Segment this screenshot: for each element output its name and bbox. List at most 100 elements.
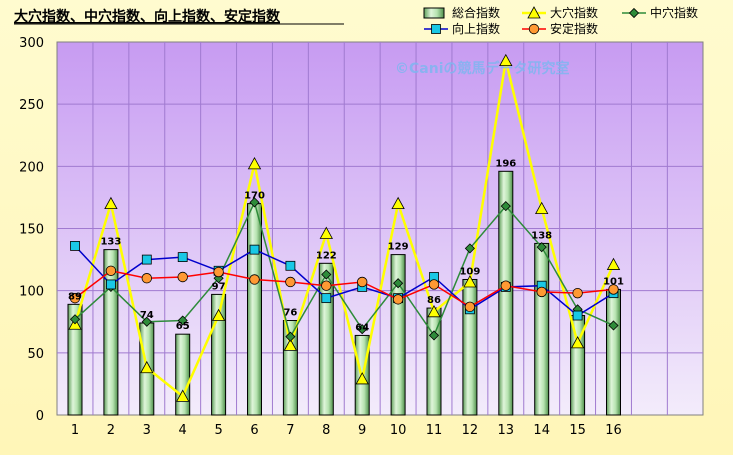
series-marker-diamond [536, 242, 547, 253]
y-tick-label: 150 [19, 223, 44, 238]
x-tick-label: 14 [533, 423, 550, 438]
series-marker-circle [177, 271, 188, 283]
series-marker-diamond [285, 331, 296, 342]
x-tick-label: 6 [250, 423, 258, 438]
series-marker-triangle [247, 157, 262, 170]
series-marker-diamond [69, 314, 81, 325]
series-marker-square [321, 293, 332, 304]
y-axis-ticks: 0 50 100 150 200 250 300 [19, 36, 44, 424]
series-marker-circle [608, 284, 619, 295]
x-tick-label: 11 [426, 423, 443, 438]
series-marker-circle [69, 292, 81, 304]
series-marker-circle [105, 265, 117, 276]
bar-data-label: 170 [244, 191, 265, 202]
series-marker-circle [528, 23, 540, 35]
bar [175, 333, 191, 416]
y-tick-label: 200 [19, 160, 44, 175]
series-marker-circle [392, 294, 404, 305]
series-marker-circle [285, 276, 296, 288]
y-tick-label: 250 [19, 98, 44, 113]
series-marker-triangle [319, 226, 333, 239]
series-marker-triangle [391, 196, 405, 210]
x-tick-label: 3 [143, 423, 151, 438]
x-tick-label: 7 [286, 423, 294, 438]
series-marker-triangle [140, 360, 154, 374]
legend-item: 安定指数 [522, 21, 598, 36]
bar-data-label: 65 [176, 321, 190, 332]
series-marker-diamond [357, 324, 368, 335]
series-marker-circle [249, 274, 260, 285]
x-tick-label: 9 [358, 423, 366, 438]
series-marker-circle [213, 266, 224, 278]
bar-data-label: 89 [68, 291, 82, 302]
bar-data-label: 122 [316, 250, 337, 261]
series-marker-square [285, 260, 296, 271]
x-tick-label: 2 [107, 423, 115, 438]
legend-item: 向上指数 [424, 21, 500, 36]
series-marker-triangle [283, 338, 298, 351]
x-tick-label: 1 [71, 423, 79, 438]
series-marker-diamond [428, 330, 440, 341]
series-marker-diamond [141, 316, 152, 327]
x-tick-label: 12 [462, 423, 479, 438]
series-marker-circle [500, 280, 512, 291]
series-marker-circle [572, 287, 583, 299]
series-marker-triangle [427, 304, 441, 318]
bar [247, 203, 262, 416]
legend-label: 大穴指数 [550, 5, 598, 20]
y-tick-label: 0 [36, 409, 44, 424]
bar-data-label: 109 [459, 266, 480, 277]
series-marker-diamond [500, 201, 511, 212]
legend-item: 大穴指数 [522, 5, 598, 20]
series-marker-triangle [606, 257, 621, 270]
series-line [73, 60, 615, 399]
legend-swatch-bar [423, 7, 445, 19]
legend-label: 総合指数 [452, 5, 500, 20]
line-series-circle [69, 265, 619, 313]
series-marker-circle [357, 276, 368, 288]
x-tick-label: 4 [179, 423, 187, 438]
bar [67, 303, 83, 416]
y-tick-label: 50 [27, 347, 44, 362]
line-series-triangle [68, 53, 621, 402]
x-tick-label: 15 [569, 423, 586, 438]
legend-label: 向上指数 [452, 21, 500, 36]
series-marker-square [106, 279, 116, 290]
legend-label: 中穴指数 [650, 5, 698, 20]
bar-data-label: 76 [283, 308, 297, 319]
bar-data-label: 74 [140, 310, 154, 321]
chart-title: 大穴指数、中穴指数、向上指数、安定指数 [14, 8, 281, 25]
series-marker-triangle [355, 372, 369, 385]
series-line [74, 269, 614, 308]
series-marker-triangle [176, 389, 190, 402]
bar-data-label: 138 [531, 230, 552, 241]
series-marker-circle [536, 286, 547, 298]
bar-data-label: 64 [355, 322, 369, 333]
series-marker-diamond [628, 7, 640, 19]
x-tick-label: 16 [605, 423, 622, 438]
line-series [68, 53, 621, 402]
series-marker-diamond [464, 243, 475, 254]
series-marker-circle [464, 301, 476, 313]
watermark: ©Caniの競馬データ研究室 [395, 60, 570, 77]
bar-data-label: 133 [100, 237, 121, 248]
y-tick-label: 100 [19, 285, 44, 300]
data-labels: 89 133 74 65 97 170 76 122 64 129 86 109 196 138 101 [68, 158, 624, 333]
x-tick-label: 10 [390, 423, 407, 438]
bar [282, 320, 298, 416]
legend-item: 中穴指数 [622, 5, 698, 20]
bar-data-label: 101 [603, 276, 624, 287]
series-marker-square [572, 310, 583, 321]
series-marker-circle [428, 279, 440, 290]
series-marker-triangle [104, 196, 118, 210]
series-marker-triangle [499, 53, 513, 67]
x-axis-ticks: 1 2 3 4 5 6 7 8 9 10 11 12 13 14 15 16 [71, 423, 622, 438]
series-marker-triangle [527, 6, 541, 19]
series-marker-square [249, 244, 260, 255]
bar-data-label: 97 [212, 281, 226, 292]
series-marker-diamond [608, 320, 619, 331]
bar-data-label: 86 [427, 295, 441, 306]
bar [462, 278, 478, 416]
